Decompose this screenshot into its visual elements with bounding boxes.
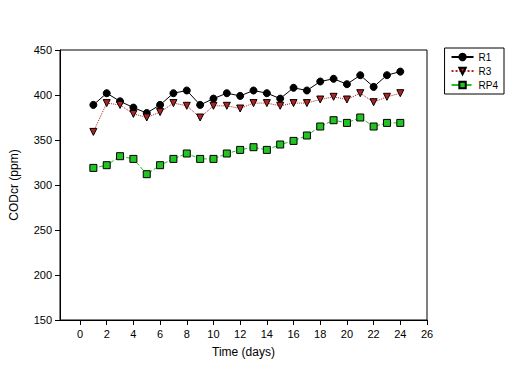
svg-text:R3: R3 bbox=[479, 66, 492, 77]
svg-text:Time (days): Time (days) bbox=[212, 345, 275, 359]
svg-text:22: 22 bbox=[367, 328, 379, 340]
svg-text:6: 6 bbox=[157, 328, 163, 340]
svg-text:26: 26 bbox=[421, 328, 433, 340]
svg-text:400: 400 bbox=[34, 89, 52, 101]
svg-text:4: 4 bbox=[130, 328, 136, 340]
svg-text:12: 12 bbox=[234, 328, 246, 340]
svg-text:150: 150 bbox=[34, 314, 52, 326]
svg-text:350: 350 bbox=[34, 134, 52, 146]
svg-text:250: 250 bbox=[34, 224, 52, 236]
svg-text:RP4: RP4 bbox=[479, 80, 499, 91]
svg-text:0: 0 bbox=[77, 328, 83, 340]
svg-text:200: 200 bbox=[34, 269, 52, 281]
svg-text:14: 14 bbox=[261, 328, 273, 340]
svg-text:R1: R1 bbox=[479, 52, 492, 63]
svg-text:24: 24 bbox=[394, 328, 406, 340]
svg-text:450: 450 bbox=[34, 44, 52, 56]
svg-text:20: 20 bbox=[341, 328, 353, 340]
svg-text:10: 10 bbox=[207, 328, 219, 340]
svg-text:CODcr (ppm): CODcr (ppm) bbox=[7, 149, 21, 220]
svg-text:300: 300 bbox=[34, 179, 52, 191]
svg-text:18: 18 bbox=[314, 328, 326, 340]
svg-text:8: 8 bbox=[184, 328, 190, 340]
svg-text:16: 16 bbox=[287, 328, 299, 340]
svg-text:2: 2 bbox=[104, 328, 110, 340]
